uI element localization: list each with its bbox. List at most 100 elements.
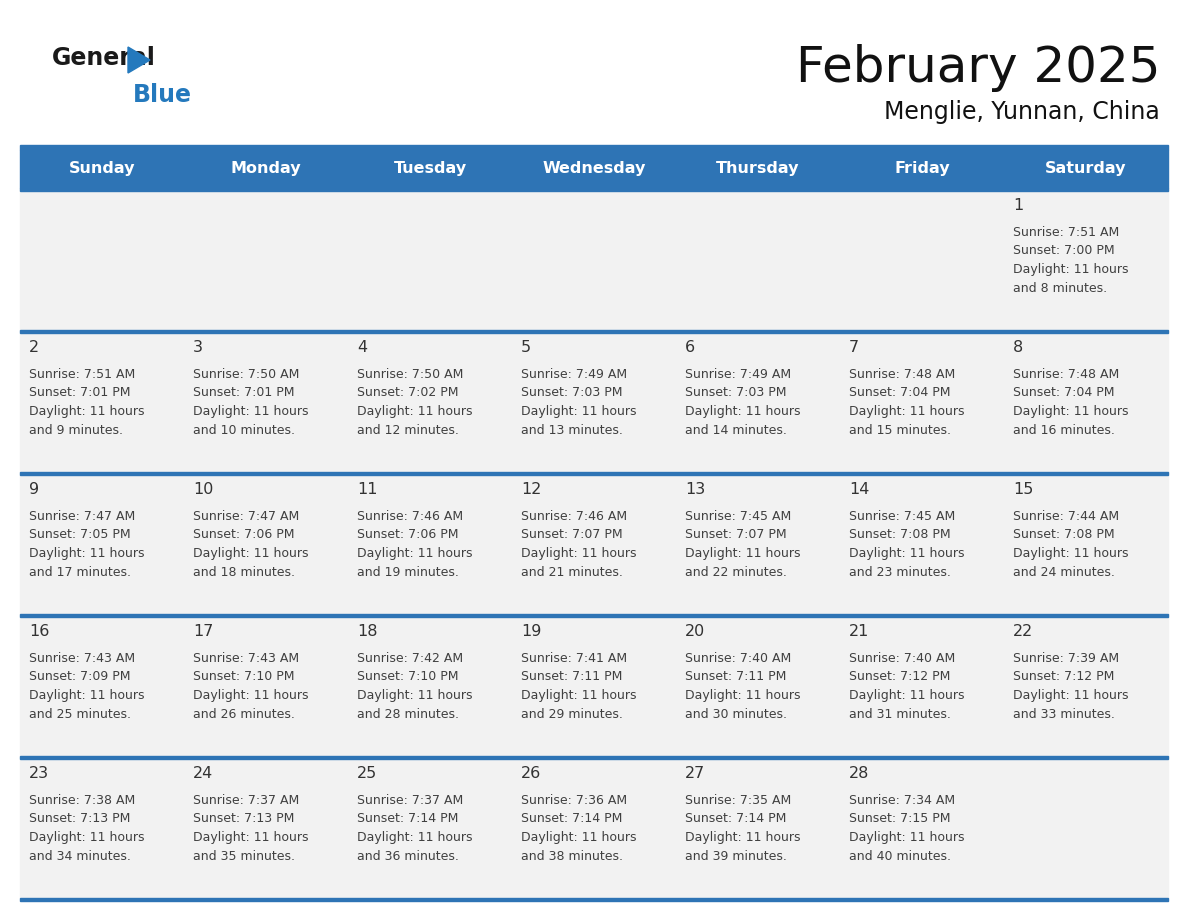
- Text: Sunset: 7:08 PM: Sunset: 7:08 PM: [1013, 529, 1114, 542]
- Text: Sunrise: 7:42 AM: Sunrise: 7:42 AM: [358, 652, 463, 665]
- Text: Sunset: 7:14 PM: Sunset: 7:14 PM: [358, 812, 459, 825]
- Text: Daylight: 11 hours: Daylight: 11 hours: [849, 831, 965, 844]
- Text: Menglie, Yunnan, China: Menglie, Yunnan, China: [884, 100, 1159, 124]
- Text: 25: 25: [358, 767, 378, 781]
- Text: and 33 minutes.: and 33 minutes.: [1013, 708, 1114, 721]
- Text: Sunrise: 7:41 AM: Sunrise: 7:41 AM: [522, 652, 627, 665]
- Text: 26: 26: [522, 767, 542, 781]
- Text: and 12 minutes.: and 12 minutes.: [358, 423, 459, 436]
- Text: Sunset: 7:13 PM: Sunset: 7:13 PM: [192, 812, 295, 825]
- Text: and 25 minutes.: and 25 minutes.: [29, 708, 131, 721]
- Text: Daylight: 11 hours: Daylight: 11 hours: [192, 831, 309, 844]
- Text: 28: 28: [849, 767, 870, 781]
- Text: Sunrise: 7:45 AM: Sunrise: 7:45 AM: [685, 510, 791, 523]
- Text: 1: 1: [1013, 198, 1023, 214]
- Text: and 31 minutes.: and 31 minutes.: [849, 708, 950, 721]
- Text: and 16 minutes.: and 16 minutes.: [1013, 423, 1114, 436]
- Text: 12: 12: [522, 483, 542, 498]
- Text: 22: 22: [1013, 624, 1034, 640]
- Text: Sunset: 7:02 PM: Sunset: 7:02 PM: [358, 386, 459, 399]
- Text: Daylight: 11 hours: Daylight: 11 hours: [685, 831, 801, 844]
- Text: Daylight: 11 hours: Daylight: 11 hours: [192, 547, 309, 560]
- Text: and 39 minutes.: and 39 minutes.: [685, 849, 786, 863]
- Text: Sunrise: 7:38 AM: Sunrise: 7:38 AM: [29, 794, 135, 807]
- Bar: [20, 188, 1168, 191]
- Bar: [20, 330, 1168, 333]
- Text: Sunrise: 7:49 AM: Sunrise: 7:49 AM: [522, 368, 627, 381]
- Text: Sunrise: 7:39 AM: Sunrise: 7:39 AM: [1013, 652, 1119, 665]
- Text: Saturday: Saturday: [1045, 162, 1126, 176]
- Text: Sunset: 7:11 PM: Sunset: 7:11 PM: [522, 670, 623, 684]
- Text: 18: 18: [358, 624, 378, 640]
- Text: Daylight: 11 hours: Daylight: 11 hours: [358, 689, 473, 702]
- Text: Sunrise: 7:50 AM: Sunrise: 7:50 AM: [192, 368, 299, 381]
- Text: Sunset: 7:07 PM: Sunset: 7:07 PM: [522, 529, 623, 542]
- Text: General: General: [52, 46, 156, 70]
- Text: and 15 minutes.: and 15 minutes.: [849, 423, 952, 436]
- Text: 5: 5: [522, 341, 531, 355]
- Text: Sunset: 7:07 PM: Sunset: 7:07 PM: [685, 529, 786, 542]
- Bar: [20, 145, 1168, 150]
- Text: Sunset: 7:01 PM: Sunset: 7:01 PM: [192, 386, 295, 399]
- Text: Sunset: 7:11 PM: Sunset: 7:11 PM: [685, 670, 786, 684]
- Text: Daylight: 11 hours: Daylight: 11 hours: [1013, 547, 1129, 560]
- Text: 3: 3: [192, 341, 203, 355]
- Text: Daylight: 11 hours: Daylight: 11 hours: [522, 689, 637, 702]
- Text: Daylight: 11 hours: Daylight: 11 hours: [192, 405, 309, 418]
- Text: and 26 minutes.: and 26 minutes.: [192, 708, 295, 721]
- Bar: [20, 472, 1168, 475]
- Bar: [20, 898, 1168, 901]
- Text: 8: 8: [1013, 341, 1023, 355]
- Text: Sunset: 7:04 PM: Sunset: 7:04 PM: [849, 386, 950, 399]
- Text: and 19 minutes.: and 19 minutes.: [358, 565, 459, 578]
- Text: Sunrise: 7:43 AM: Sunrise: 7:43 AM: [192, 652, 299, 665]
- Text: Daylight: 11 hours: Daylight: 11 hours: [522, 405, 637, 418]
- Text: Sunset: 7:03 PM: Sunset: 7:03 PM: [685, 386, 786, 399]
- Text: Daylight: 11 hours: Daylight: 11 hours: [849, 689, 965, 702]
- Text: 9: 9: [29, 483, 39, 498]
- Text: Daylight: 11 hours: Daylight: 11 hours: [358, 831, 473, 844]
- Text: Sunrise: 7:44 AM: Sunrise: 7:44 AM: [1013, 510, 1119, 523]
- Text: Daylight: 11 hours: Daylight: 11 hours: [1013, 263, 1129, 276]
- Bar: [20, 472, 1168, 614]
- Text: Daylight: 11 hours: Daylight: 11 hours: [29, 547, 145, 560]
- Text: Blue: Blue: [133, 83, 192, 107]
- Text: Monday: Monday: [230, 162, 302, 176]
- Text: Sunrise: 7:50 AM: Sunrise: 7:50 AM: [358, 368, 463, 381]
- Text: Sunset: 7:06 PM: Sunset: 7:06 PM: [192, 529, 295, 542]
- Text: 23: 23: [29, 767, 49, 781]
- Text: Sunset: 7:12 PM: Sunset: 7:12 PM: [849, 670, 950, 684]
- Text: Sunset: 7:00 PM: Sunset: 7:00 PM: [1013, 244, 1114, 258]
- Text: and 14 minutes.: and 14 minutes.: [685, 423, 786, 436]
- Text: Sunset: 7:14 PM: Sunset: 7:14 PM: [685, 812, 786, 825]
- Text: Daylight: 11 hours: Daylight: 11 hours: [685, 689, 801, 702]
- Bar: [20, 188, 1168, 330]
- Text: 24: 24: [192, 767, 214, 781]
- Text: Daylight: 11 hours: Daylight: 11 hours: [1013, 689, 1129, 702]
- Text: and 18 minutes.: and 18 minutes.: [192, 565, 295, 578]
- Text: Sunrise: 7:47 AM: Sunrise: 7:47 AM: [192, 510, 299, 523]
- Text: 7: 7: [849, 341, 859, 355]
- Text: Daylight: 11 hours: Daylight: 11 hours: [358, 405, 473, 418]
- Text: Sunrise: 7:47 AM: Sunrise: 7:47 AM: [29, 510, 135, 523]
- Text: Sunset: 7:01 PM: Sunset: 7:01 PM: [29, 386, 131, 399]
- Text: Sunset: 7:09 PM: Sunset: 7:09 PM: [29, 670, 131, 684]
- Text: Sunrise: 7:37 AM: Sunrise: 7:37 AM: [192, 794, 299, 807]
- Text: Sunset: 7:03 PM: Sunset: 7:03 PM: [522, 386, 623, 399]
- Text: Sunrise: 7:34 AM: Sunrise: 7:34 AM: [849, 794, 955, 807]
- Text: Sunset: 7:05 PM: Sunset: 7:05 PM: [29, 529, 131, 542]
- Text: Thursday: Thursday: [716, 162, 800, 176]
- Text: and 35 minutes.: and 35 minutes.: [192, 849, 295, 863]
- Text: and 13 minutes.: and 13 minutes.: [522, 423, 623, 436]
- Text: Daylight: 11 hours: Daylight: 11 hours: [685, 405, 801, 418]
- Text: 19: 19: [522, 624, 542, 640]
- Text: Sunset: 7:14 PM: Sunset: 7:14 PM: [522, 812, 623, 825]
- Text: 14: 14: [849, 483, 870, 498]
- Text: 10: 10: [192, 483, 214, 498]
- Polygon shape: [128, 47, 150, 73]
- Text: Sunset: 7:12 PM: Sunset: 7:12 PM: [1013, 670, 1114, 684]
- Text: Sunset: 7:06 PM: Sunset: 7:06 PM: [358, 529, 459, 542]
- Text: Daylight: 11 hours: Daylight: 11 hours: [522, 547, 637, 560]
- Text: 13: 13: [685, 483, 706, 498]
- Bar: [20, 756, 1168, 898]
